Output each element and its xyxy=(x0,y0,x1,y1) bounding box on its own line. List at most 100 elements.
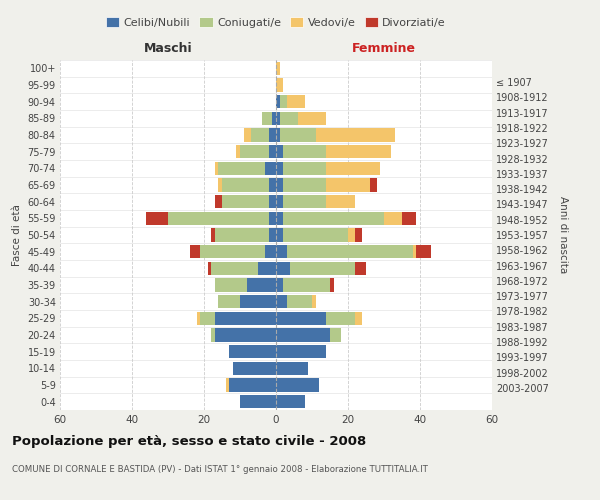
Bar xyxy=(211,328,215,342)
Y-axis label: Fasce di età: Fasce di età xyxy=(12,204,22,266)
Bar xyxy=(283,178,326,192)
Bar xyxy=(276,262,290,275)
Bar xyxy=(287,295,312,308)
Bar xyxy=(276,278,283,291)
Bar xyxy=(276,178,283,192)
Bar xyxy=(283,212,384,225)
Y-axis label: Anni di nascita: Anni di nascita xyxy=(559,196,568,274)
Bar xyxy=(215,228,269,241)
Bar xyxy=(247,278,276,291)
Bar xyxy=(287,95,305,108)
Bar xyxy=(226,378,229,392)
Bar xyxy=(316,128,395,141)
Bar xyxy=(258,262,276,275)
Text: Popolazione per età, sesso e stato civile - 2008: Popolazione per età, sesso e stato civil… xyxy=(12,435,366,448)
Bar xyxy=(269,228,276,241)
Bar xyxy=(276,112,280,125)
Bar xyxy=(355,262,366,275)
Bar xyxy=(283,195,326,208)
Bar xyxy=(251,128,269,141)
Bar xyxy=(330,278,334,291)
Bar xyxy=(290,262,355,275)
Bar xyxy=(326,162,380,175)
Bar xyxy=(276,395,305,408)
Bar xyxy=(218,295,240,308)
Bar xyxy=(190,245,200,258)
Bar xyxy=(265,245,276,258)
Bar xyxy=(326,312,355,325)
Bar xyxy=(200,245,265,258)
Bar xyxy=(280,112,298,125)
Bar xyxy=(276,378,319,392)
Text: Maschi: Maschi xyxy=(143,42,193,55)
Bar xyxy=(298,112,326,125)
Bar xyxy=(218,178,222,192)
Bar xyxy=(146,212,168,225)
Text: Femmine: Femmine xyxy=(352,42,416,55)
Bar xyxy=(240,145,269,158)
Bar xyxy=(215,162,218,175)
Bar xyxy=(276,212,283,225)
Bar xyxy=(330,328,341,342)
Bar xyxy=(218,162,265,175)
Bar xyxy=(326,195,355,208)
Bar xyxy=(287,245,413,258)
Bar xyxy=(413,245,416,258)
Bar xyxy=(355,228,362,241)
Bar xyxy=(326,145,391,158)
Bar xyxy=(280,95,287,108)
Bar xyxy=(276,245,287,258)
Bar xyxy=(236,145,240,158)
Bar xyxy=(269,212,276,225)
Bar xyxy=(276,128,280,141)
Bar xyxy=(283,278,330,291)
Bar xyxy=(197,312,200,325)
Bar xyxy=(269,145,276,158)
Bar xyxy=(312,295,316,308)
Bar xyxy=(269,178,276,192)
Bar xyxy=(215,328,276,342)
Bar xyxy=(276,345,326,358)
Bar xyxy=(326,178,370,192)
Bar xyxy=(211,262,258,275)
Bar xyxy=(384,212,402,225)
Bar xyxy=(283,145,326,158)
Bar xyxy=(215,278,247,291)
Bar xyxy=(276,228,283,241)
Bar xyxy=(416,245,431,258)
Bar xyxy=(276,95,280,108)
Bar xyxy=(276,195,283,208)
Bar xyxy=(280,128,316,141)
Bar xyxy=(222,195,269,208)
Bar xyxy=(211,228,215,241)
Bar xyxy=(208,262,211,275)
Bar xyxy=(240,395,276,408)
Bar xyxy=(402,212,416,225)
Bar xyxy=(168,212,269,225)
Bar xyxy=(276,62,280,75)
Bar xyxy=(283,162,326,175)
Bar xyxy=(276,145,283,158)
Bar xyxy=(276,312,326,325)
Bar xyxy=(262,112,272,125)
Bar xyxy=(276,295,287,308)
Bar xyxy=(229,378,276,392)
Bar xyxy=(265,162,276,175)
Bar xyxy=(355,312,362,325)
Text: COMUNE DI CORNALE E BASTIDA (PV) - Dati ISTAT 1° gennaio 2008 - Elaborazione TUT: COMUNE DI CORNALE E BASTIDA (PV) - Dati … xyxy=(12,465,428,474)
Bar xyxy=(222,178,269,192)
Bar xyxy=(269,195,276,208)
Bar xyxy=(233,362,276,375)
Bar xyxy=(272,112,276,125)
Bar xyxy=(276,162,283,175)
Bar xyxy=(215,312,276,325)
Bar xyxy=(229,345,276,358)
Bar xyxy=(283,228,348,241)
Bar xyxy=(276,362,308,375)
Bar xyxy=(240,295,276,308)
Bar xyxy=(276,78,283,92)
Bar xyxy=(215,195,222,208)
Bar xyxy=(370,178,377,192)
Bar xyxy=(348,228,355,241)
Bar xyxy=(269,128,276,141)
